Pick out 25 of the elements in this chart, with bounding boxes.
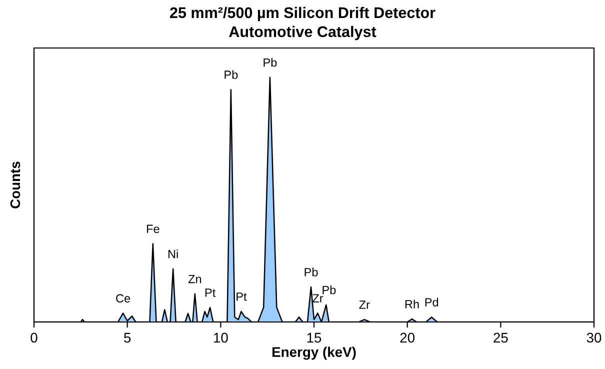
x-tick-label: 20 bbox=[400, 332, 415, 343]
chart-title: 25 mm²/500 µm Silicon Drift Detector bbox=[170, 6, 436, 22]
annotation: Zn bbox=[188, 274, 202, 284]
annotation: Fe bbox=[146, 224, 160, 234]
y-axis-title: Counts bbox=[10, 162, 20, 208]
x-tick-label: 25 bbox=[494, 332, 508, 343]
annotation: Zr bbox=[312, 294, 324, 302]
annotation: Ni bbox=[168, 250, 178, 258]
x-tick-label: 0 bbox=[30, 332, 38, 343]
annotation: Zr bbox=[359, 300, 370, 309]
annotation: Pb bbox=[264, 58, 277, 67]
x-tick-label: 30 bbox=[586, 332, 602, 343]
annotation: Pt bbox=[236, 292, 247, 301]
x-tick-label: 5 bbox=[124, 332, 131, 343]
annotation: Pb bbox=[224, 70, 238, 79]
x-tick-label: 15 bbox=[307, 332, 322, 343]
chart-subtitle: Automotive Catalyst bbox=[229, 26, 376, 40]
x-tick-label: 10 bbox=[214, 332, 228, 343]
annotation: Rh bbox=[405, 300, 419, 308]
annotation: Ce bbox=[116, 294, 130, 303]
annotation: Pb bbox=[304, 268, 318, 276]
annotation: Pd bbox=[425, 298, 438, 306]
annotation: Pt bbox=[205, 288, 216, 297]
x-axis-title: Energy (keV) bbox=[272, 346, 356, 360]
annotation: Pb bbox=[322, 286, 336, 294]
